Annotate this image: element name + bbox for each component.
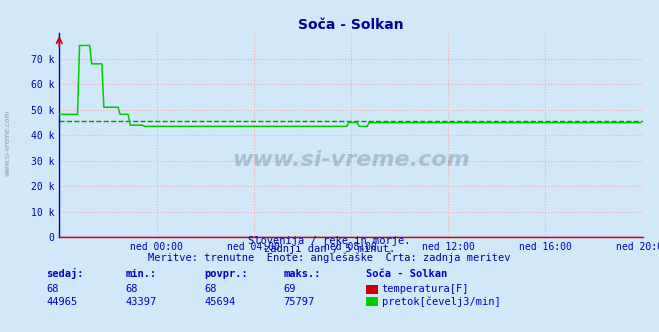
Text: 45694: 45694 [204,297,235,307]
Text: www.si-vreme.com: www.si-vreme.com [232,150,470,170]
Text: 69: 69 [283,284,296,294]
Text: www.si-vreme.com: www.si-vreme.com [5,110,11,176]
Text: 68: 68 [125,284,138,294]
Text: Meritve: trenutne  Enote: anglešaške  Črta: zadnja meritev: Meritve: trenutne Enote: anglešaške Črta… [148,251,511,263]
Text: povpr.:: povpr.: [204,269,248,279]
Text: zadnji dan / 5 minut.: zadnji dan / 5 minut. [264,244,395,254]
Text: 68: 68 [46,284,59,294]
Text: temperatura[F]: temperatura[F] [382,284,469,294]
Text: Slovenija / reke in morje.: Slovenija / reke in morje. [248,236,411,246]
Title: Soča - Solkan: Soča - Solkan [298,18,404,32]
Text: sedaj:: sedaj: [46,268,84,279]
Text: Soča - Solkan: Soča - Solkan [366,269,447,279]
Text: 75797: 75797 [283,297,314,307]
Text: maks.:: maks.: [283,269,321,279]
Text: min.:: min.: [125,269,156,279]
Text: 43397: 43397 [125,297,156,307]
Text: 68: 68 [204,284,217,294]
Text: 44965: 44965 [46,297,77,307]
Text: pretok[čevelj3/min]: pretok[čevelj3/min] [382,296,500,307]
